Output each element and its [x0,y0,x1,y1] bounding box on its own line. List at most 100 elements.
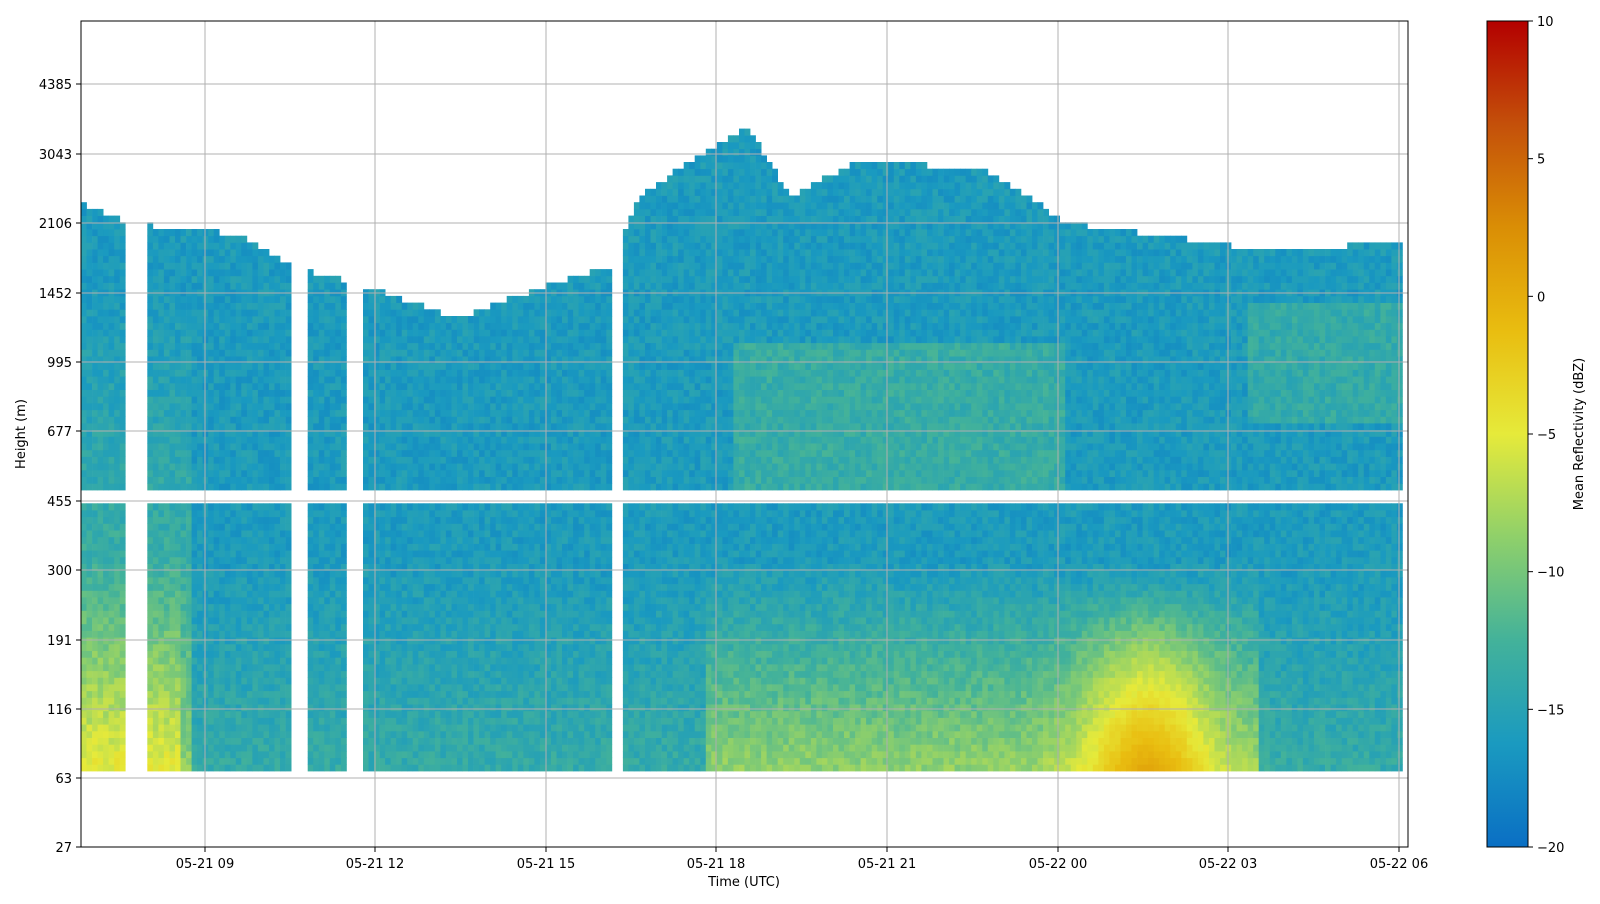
heatmap-cell [274,623,281,631]
heatmap-cell [274,443,281,451]
heatmap-cell [368,650,375,658]
heatmap-cell [252,664,259,672]
heatmap-cell [412,510,419,518]
heatmap-cell [390,362,397,370]
heatmap-cell [97,597,104,605]
heatmap-cell [423,690,430,698]
heatmap-cell [340,416,347,424]
heatmap-cell [451,583,458,591]
heatmap-cell [252,710,259,718]
heatmap-cell [246,523,253,531]
heatmap-cell [385,704,391,712]
heatmap-cell [230,764,237,772]
heatmap-cell [246,597,253,605]
heatmap-cell [318,630,325,638]
heatmap-cell [180,369,187,377]
heatmap-cell [412,403,419,411]
heatmap-cell [501,757,508,765]
heatmap-cell [462,396,469,404]
heatmap-cell [506,730,513,738]
heatmap-cell [269,275,275,283]
heatmap-cell [252,322,259,330]
heatmap-cell [274,316,281,324]
heatmap-cell [407,423,414,431]
heatmap-cell [462,403,469,411]
heatmap-cell [119,577,126,585]
heatmap-cell [246,623,253,631]
heatmap-cell [257,623,264,631]
heatmap-cell [318,724,325,732]
heatmap-cell [263,295,270,303]
heatmap-cell [169,630,176,638]
heatmap-cell [418,697,425,705]
heatmap-cell [473,356,480,364]
heatmap-cell [114,476,121,484]
heatmap-cell [285,416,292,424]
heatmap-cell [208,610,215,618]
heatmap-cell [92,309,98,317]
heatmap-cell [119,282,126,290]
heatmap-cell [385,603,391,611]
heatmap-cell [274,416,281,424]
heatmap-cell [147,463,154,471]
heatmap-cell [252,275,259,283]
heatmap-cell [285,737,292,745]
heatmap-cell [335,710,342,718]
heatmap-cell [103,255,109,263]
heatmap-cell [202,637,209,645]
heatmap-cell [180,550,187,558]
heatmap-cell [274,590,281,598]
heatmap-cell [219,751,226,759]
heatmap-cell [224,570,231,578]
heatmap-cell [396,697,403,705]
heatmap-cell [197,469,203,477]
heatmap-cell [385,637,391,645]
heatmap-cell [407,637,414,645]
heatmap-cell [269,657,275,665]
heatmap-cell [462,730,469,738]
heatmap-cell [479,362,485,370]
heatmap-cell [219,724,226,732]
heatmap-cell [246,570,253,578]
heatmap-cell [169,617,176,625]
heatmap-cell [501,556,508,564]
heatmap-cell [445,583,452,591]
heatmap-cell [158,362,165,370]
heatmap-cell [213,376,220,384]
heatmap-cell [92,617,98,625]
heatmap-cell [374,429,380,437]
heatmap-cell [263,570,270,578]
heatmap-cell [285,469,292,477]
heatmap-cell [457,369,463,377]
heatmap-cell [213,503,220,511]
heatmap-cell [313,570,320,578]
heatmap-cell [340,436,347,444]
heatmap-cell [401,570,408,578]
heatmap-cell [363,577,369,585]
heatmap-cell [197,309,203,317]
heatmap-cell [418,650,425,658]
heatmap-cell [451,617,458,625]
heatmap-cell [280,483,286,491]
heatmap-cell [241,550,248,558]
heatmap-cell [495,617,502,625]
heatmap-cell [484,362,491,370]
heatmap-cell [484,590,491,598]
heatmap-cell [252,590,259,598]
heatmap-cell [147,356,154,364]
heatmap-cell [175,275,181,283]
heatmap-cell [81,436,87,444]
heatmap-cell [235,242,242,250]
heatmap-cell [280,409,286,417]
heatmap-cell [307,349,314,357]
heatmap-cell [440,543,447,551]
heatmap-cell [363,302,369,310]
heatmap-cell [175,322,181,330]
heatmap-cell [473,684,480,692]
heatmap-cell [423,577,430,585]
heatmap-cell [263,764,270,772]
heatmap-cell [169,362,176,370]
heatmap-cell [191,583,198,591]
heatmap-cell [396,630,403,638]
heatmap-cell [385,664,391,672]
